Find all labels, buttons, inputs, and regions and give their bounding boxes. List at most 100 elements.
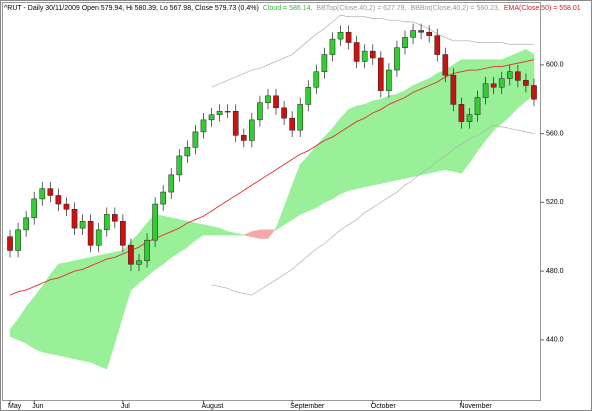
cloud-segment bbox=[436, 69, 446, 172]
x-tick-label: Jun bbox=[32, 403, 43, 410]
candle-body bbox=[265, 95, 271, 103]
candle-body bbox=[47, 188, 54, 196]
cloud-segment bbox=[412, 81, 422, 177]
cloud-segment bbox=[90, 255, 99, 367]
candle-body bbox=[490, 83, 497, 88]
indicator-line bbox=[211, 124, 535, 296]
legend-bbbot: BBBot(Close,40,2) = 560.23, bbox=[411, 5, 500, 12]
cloud-segment bbox=[41, 273, 51, 354]
cloud-segment bbox=[170, 217, 180, 258]
candle-body bbox=[474, 97, 481, 115]
cloud-segment bbox=[307, 144, 317, 212]
cloud-segment bbox=[493, 59, 503, 131]
candle-body bbox=[458, 104, 465, 122]
candle-body bbox=[289, 117, 295, 131]
candle-body bbox=[216, 111, 223, 115]
candle-body bbox=[482, 83, 489, 98]
candle-body bbox=[184, 147, 191, 157]
x-tick-label: October bbox=[371, 403, 397, 410]
cloud-segment bbox=[388, 93, 398, 183]
candle-body bbox=[176, 155, 183, 176]
legend-cloud: Cloud = 586.14, bbox=[263, 5, 313, 12]
candle-body bbox=[434, 35, 441, 55]
candle-body bbox=[281, 107, 287, 119]
candle-body bbox=[337, 31, 344, 40]
indicator-line bbox=[9, 59, 535, 296]
cloud-segment bbox=[420, 78, 430, 176]
candle-body bbox=[31, 198, 38, 219]
axes: 600.0 560.0 520.0 480.0 440.0 May Jun Jul August… bbox=[8, 62, 564, 410]
x-tick-label: November bbox=[459, 403, 492, 410]
cloud-segment bbox=[259, 229, 269, 239]
candle-body bbox=[273, 95, 279, 109]
candle-body bbox=[152, 203, 158, 241]
candle-body bbox=[410, 30, 416, 38]
cloud-segment bbox=[162, 215, 172, 265]
cloud-segment bbox=[203, 224, 212, 236]
indicator-lines bbox=[9, 14, 535, 296]
header: ^RUT - Daily 30/11/2009 Open 579.94, Hi … bbox=[4, 5, 581, 12]
candle-body bbox=[23, 217, 29, 231]
candle-body bbox=[63, 203, 70, 210]
cloud-segment bbox=[74, 258, 83, 361]
candle-body bbox=[39, 188, 46, 200]
cloud-segment bbox=[356, 104, 365, 189]
candle-body bbox=[232, 111, 239, 136]
cloud-segment bbox=[316, 136, 325, 209]
candles bbox=[7, 23, 537, 272]
candle-body bbox=[168, 174, 175, 193]
cloud-segment bbox=[396, 90, 406, 181]
candle-body bbox=[87, 221, 94, 246]
candle-body bbox=[128, 245, 134, 265]
candle-body bbox=[506, 71, 513, 79]
candle-body bbox=[313, 71, 320, 88]
candle-body bbox=[257, 102, 263, 121]
candle-body bbox=[111, 214, 118, 222]
chart-title: ^RUT - Daily 30/11/2009 Open 579.94, Hi … bbox=[4, 5, 259, 12]
cloud-segment bbox=[428, 72, 438, 174]
x-tick-label: August bbox=[201, 403, 223, 410]
candle-body bbox=[305, 86, 312, 105]
candle-body bbox=[361, 50, 368, 62]
cloud-segment bbox=[66, 260, 75, 360]
y-tick-label: 520.0 bbox=[546, 199, 564, 206]
cloud-segment bbox=[340, 108, 349, 195]
candle-body bbox=[386, 69, 392, 91]
candle-body bbox=[418, 30, 424, 33]
candle-body bbox=[55, 195, 62, 205]
candle-body bbox=[377, 57, 384, 91]
y-tick-label: 440.0 bbox=[546, 337, 564, 344]
cloud-segment bbox=[235, 232, 244, 236]
x-tick-label: Jul bbox=[121, 403, 130, 410]
candle-body bbox=[103, 214, 110, 231]
candle-body bbox=[200, 119, 207, 133]
candle-body bbox=[466, 114, 473, 122]
candle-body bbox=[394, 47, 400, 71]
candle-body bbox=[498, 78, 505, 88]
candle-body bbox=[160, 191, 167, 205]
x-tick-label: May bbox=[8, 403, 22, 410]
candle-body bbox=[531, 85, 537, 100]
cloud-segment bbox=[485, 59, 494, 142]
cloud-segment bbox=[348, 105, 357, 191]
legend-ema: EMA(Close,50) = 558.01 bbox=[504, 5, 581, 12]
candle-body bbox=[95, 229, 102, 246]
candle-body bbox=[7, 236, 13, 251]
candle-body bbox=[144, 239, 150, 262]
candle-body bbox=[240, 135, 247, 141]
candle-body bbox=[321, 54, 328, 72]
candle-body bbox=[345, 31, 352, 43]
y-tick-label: 480.0 bbox=[546, 268, 564, 275]
candle-body bbox=[224, 111, 231, 113]
candle-body bbox=[523, 80, 529, 86]
candle-body bbox=[353, 42, 360, 62]
cloud-segment bbox=[33, 285, 43, 353]
candle-body bbox=[297, 104, 304, 131]
cloud-segment bbox=[179, 219, 188, 253]
candle-body bbox=[450, 74, 457, 105]
x-tick-label: September bbox=[290, 403, 325, 410]
candle-body bbox=[515, 71, 521, 81]
cloud-segment bbox=[211, 226, 220, 236]
cloud-segment bbox=[98, 253, 108, 370]
